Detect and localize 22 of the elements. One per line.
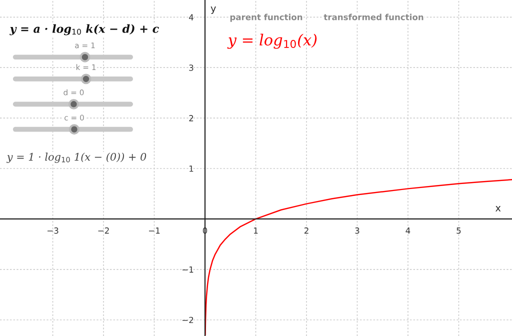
annotation: y = 1 · log$_{10}$ 1(x − (0)) + 0 [6, 152, 146, 163]
line-series [204, 178, 512, 336]
y-tick-label: −2 [182, 316, 194, 324]
y-axis-title: y [210, 6, 216, 14]
text: y = log$_{10}$(x) [227, 34, 317, 49]
x-tick-label: −3 [48, 227, 58, 234]
x-tick-label: −2 [98, 227, 109, 234]
y-tick-label: 4 [188, 14, 194, 20]
y-tick-label: 1 [190, 166, 194, 172]
x-tick-label: −1 [149, 228, 160, 234]
x-tick-label: 4 [406, 228, 410, 234]
x-tick-label: 5 [456, 228, 461, 234]
x-tick-label: 2 [304, 227, 308, 234]
x-tick-label: 3 [355, 227, 360, 234]
annotation: transformed function [324, 14, 424, 20]
annotation: parent function [230, 14, 302, 22]
annotation: y = a · log$_{10}$ k(x − d) + c [10, 24, 159, 36]
x-tick-label: 1 [254, 228, 258, 234]
y-tick-label: 3 [189, 64, 194, 71]
y-tick-label: −1 [182, 266, 194, 273]
y-tick-label: 2 [189, 115, 194, 122]
x-axis-title: x [496, 206, 501, 212]
